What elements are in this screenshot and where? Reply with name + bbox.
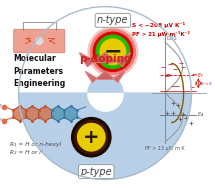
Circle shape [96,35,130,68]
Text: −: − [104,42,122,62]
FancyBboxPatch shape [14,29,65,53]
Text: F: F [0,104,2,108]
Polygon shape [26,106,39,121]
Wedge shape [19,93,191,179]
Text: +: + [26,36,31,42]
Circle shape [78,123,105,151]
Circle shape [75,121,108,154]
Circle shape [93,32,132,71]
Text: DOS: DOS [167,36,178,41]
Polygon shape [80,53,131,67]
Polygon shape [39,106,52,121]
Polygon shape [13,106,26,121]
Polygon shape [85,71,125,82]
Text: +: + [83,128,100,147]
Text: p-type: p-type [80,167,112,177]
Circle shape [100,39,126,65]
Text: PF > 13 μW m K: PF > 13 μW m K [145,146,185,151]
Text: n-type: n-type [97,15,129,25]
Text: −: − [47,34,54,43]
Text: p-doping: p-doping [79,54,131,64]
Wedge shape [19,7,191,93]
Text: $E_i < 0$: $E_i < 0$ [200,80,213,88]
Polygon shape [52,106,64,121]
Text: PF > 21 μW m⁻¹K⁻²: PF > 21 μW m⁻¹K⁻² [132,31,189,37]
Text: R₂ = H or F: R₂ = H or F [10,150,42,155]
Circle shape [35,37,43,45]
Text: $E_A$: $E_A$ [197,111,204,119]
Circle shape [72,118,111,157]
Text: R₁ = H or n-hexyl: R₁ = H or n-hexyl [10,142,61,147]
Text: S < −208 μV K⁻¹: S < −208 μV K⁻¹ [132,22,185,28]
Text: H: H [0,119,3,122]
Text: $E_F$: $E_F$ [197,71,204,80]
Polygon shape [64,106,77,121]
Text: Molecular
Parameters
Engineering: Molecular Parameters Engineering [13,54,65,88]
